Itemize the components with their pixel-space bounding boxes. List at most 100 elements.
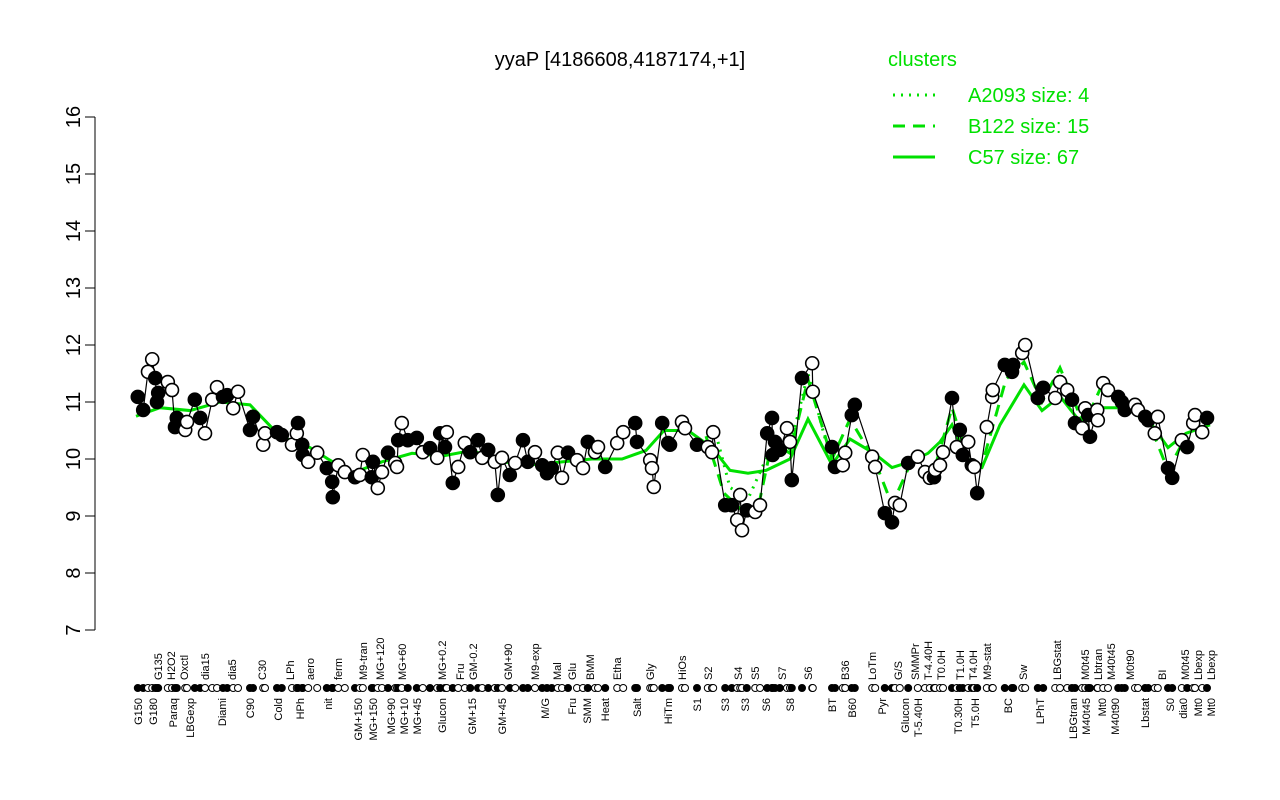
rug-marker bbox=[973, 684, 982, 692]
rug-marker bbox=[808, 684, 817, 692]
x-tick-label: H2O2 bbox=[166, 651, 178, 680]
y-tick-label: 14 bbox=[63, 220, 85, 242]
data-point bbox=[764, 410, 780, 426]
y-tick-label: 16 bbox=[63, 106, 85, 128]
data-point bbox=[370, 480, 386, 496]
rug-marker bbox=[1021, 684, 1030, 692]
data-point bbox=[502, 467, 518, 483]
data-point bbox=[1035, 380, 1051, 396]
data-point bbox=[352, 467, 368, 483]
x-tick-label: Oxctl bbox=[179, 655, 191, 680]
x-tick-label: C90 bbox=[245, 698, 257, 718]
data-point bbox=[952, 422, 968, 438]
rug-marker bbox=[787, 684, 796, 692]
x-tick-label: BC bbox=[1003, 698, 1015, 713]
rug-marker bbox=[681, 684, 689, 692]
data-point bbox=[380, 445, 396, 461]
rug-marker bbox=[484, 684, 493, 692]
rug-marker bbox=[850, 684, 859, 692]
data-point bbox=[242, 422, 258, 438]
data-point bbox=[784, 472, 800, 488]
rug-marker bbox=[666, 684, 674, 692]
x-tick-label: C30 bbox=[257, 660, 269, 680]
rug-marker bbox=[895, 684, 904, 692]
x-tick-label: B36 bbox=[840, 660, 852, 680]
data-point bbox=[772, 442, 788, 458]
rug-marker bbox=[498, 684, 506, 692]
rug-marker bbox=[756, 684, 764, 692]
x-tick-label: SMMPr bbox=[910, 643, 922, 680]
y-tick-label: 10 bbox=[63, 448, 85, 470]
data-point bbox=[804, 355, 820, 371]
data-point bbox=[197, 426, 213, 441]
x-tick-label: M0t45 bbox=[1080, 649, 1092, 680]
data-point bbox=[422, 440, 438, 456]
x-tick-label: Lbexp bbox=[1193, 650, 1205, 680]
chart-title: yyaP [4186608,4187174,+1] bbox=[495, 49, 745, 71]
data-point bbox=[1179, 439, 1195, 455]
x-tick-label: GM-0.2 bbox=[468, 643, 480, 680]
x-tick-label: Mt0 bbox=[1206, 698, 1218, 716]
x-tick-label: M9-stat bbox=[982, 643, 994, 680]
rug-marker bbox=[340, 684, 349, 692]
x-tick-label: MG+10 bbox=[399, 698, 411, 734]
data-point bbox=[966, 459, 982, 475]
data-point bbox=[1100, 382, 1116, 398]
data-point bbox=[150, 385, 166, 401]
data-point bbox=[470, 432, 486, 448]
x-tick-label: Pyr bbox=[877, 698, 889, 715]
data-point bbox=[884, 514, 900, 530]
x-tick-label: Mt0 bbox=[1097, 698, 1109, 716]
rug-marker bbox=[511, 684, 520, 692]
rug-marker bbox=[261, 684, 269, 692]
data-point bbox=[187, 392, 203, 408]
rug-marker bbox=[426, 684, 434, 692]
x-tick-label: T4.0H bbox=[968, 650, 980, 680]
rug-marker bbox=[798, 684, 806, 692]
data-point bbox=[1199, 410, 1215, 426]
x-tick-label: M0t45 bbox=[1180, 649, 1192, 680]
data-point bbox=[732, 487, 748, 503]
y-tick-label: 7 bbox=[63, 624, 85, 635]
x-tick-label: Lbstat bbox=[1140, 698, 1152, 728]
rug-marker bbox=[619, 684, 628, 692]
legend: clusters A2093 size: 4 B122 size: 15 C57 s… bbox=[888, 49, 1089, 169]
data-point bbox=[520, 454, 536, 470]
x-tick-label: HiTm bbox=[663, 698, 675, 724]
x-tick-label: S2 bbox=[703, 667, 715, 680]
data-point bbox=[290, 415, 306, 431]
x-tick-label: HPh bbox=[295, 698, 307, 719]
x-tick-label: G/S bbox=[893, 661, 905, 680]
data-point bbox=[597, 459, 613, 475]
data-point bbox=[494, 450, 510, 466]
rug-marker bbox=[304, 684, 313, 692]
data-point bbox=[1194, 424, 1210, 440]
x-tick-label: S8 bbox=[785, 698, 797, 711]
x-tick-label: ferm bbox=[333, 658, 345, 680]
rug-marker bbox=[564, 684, 572, 692]
rug-marker bbox=[358, 684, 367, 692]
data-point bbox=[824, 439, 840, 455]
rug-marker bbox=[154, 684, 163, 692]
x-tick-label: T-4.40H bbox=[923, 641, 935, 680]
x-tick-label: Paraq bbox=[168, 698, 180, 727]
data-point bbox=[439, 424, 455, 440]
x-tick-label: HiOs bbox=[677, 655, 689, 680]
rug-marker bbox=[249, 684, 257, 692]
x-tick-label: M0t90 bbox=[1125, 649, 1137, 680]
rug-marker bbox=[988, 684, 997, 692]
y-axis: 7 8 9 10 11 12 13 14 15 16 bbox=[63, 106, 96, 636]
x-tick-label: nit bbox=[323, 698, 335, 710]
data-point bbox=[544, 460, 560, 476]
x-tick-label: Diami bbox=[217, 698, 229, 726]
x-tick-label: Gly bbox=[645, 663, 657, 680]
data-point bbox=[515, 432, 531, 448]
x-tick-label: dia0 bbox=[1178, 698, 1190, 719]
rug-marker bbox=[1056, 684, 1064, 692]
data-point bbox=[147, 370, 163, 386]
x-tick-label: Lbtran bbox=[1093, 649, 1105, 680]
rug-marker bbox=[1203, 684, 1211, 692]
data-point bbox=[979, 419, 995, 435]
x-tick-label: M9-tran bbox=[358, 642, 370, 680]
